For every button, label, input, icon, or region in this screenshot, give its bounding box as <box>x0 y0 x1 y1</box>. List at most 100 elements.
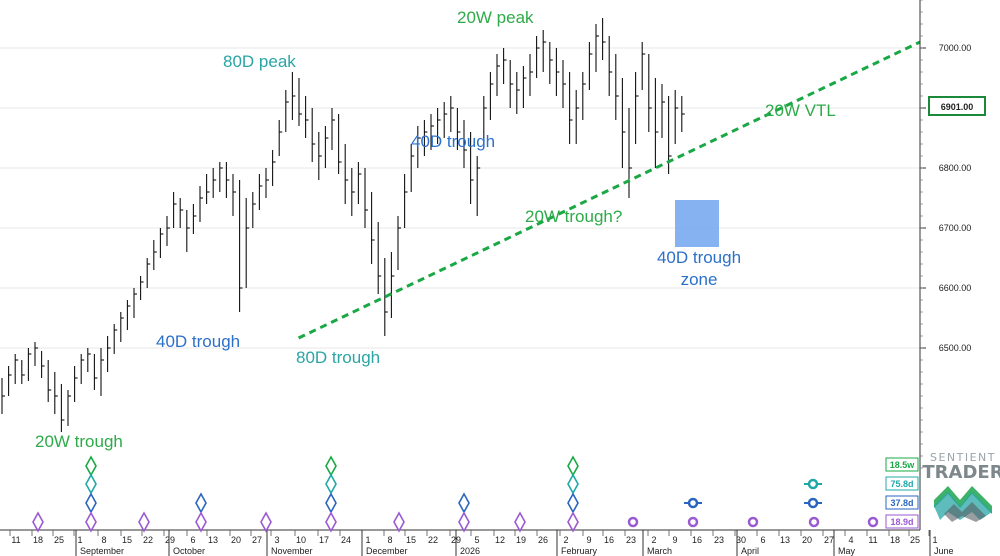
price-bar <box>602 18 606 60</box>
annotation-20w-trough-q: 20W trough? <box>525 207 622 226</box>
price-bar <box>437 108 441 144</box>
price-bar <box>536 36 540 78</box>
time-tick-label: 16 <box>604 535 614 545</box>
price-bar <box>404 174 408 228</box>
price-bar <box>225 162 230 198</box>
month-label: December <box>366 546 408 556</box>
month-label: October <box>173 546 205 556</box>
cycle-trough-diamond <box>325 492 337 514</box>
month-label: November <box>271 546 313 556</box>
time-tick-label: 3 <box>274 535 279 545</box>
price-bar <box>318 132 322 180</box>
legend-37-8d: 37.8d <box>890 498 913 508</box>
price-bar <box>470 132 474 204</box>
price-bar <box>384 258 388 336</box>
price-bar <box>265 168 269 198</box>
time-tick-label: 25 <box>54 535 64 545</box>
price-bar <box>74 366 78 402</box>
month-label: 2026 <box>460 546 480 556</box>
price-tick-label: 6500.00 <box>939 343 972 353</box>
price-bar <box>562 60 566 108</box>
annotation-40d-trough-oct: 40D trough <box>156 332 240 351</box>
cycle-trough-diamond <box>567 473 579 495</box>
cycle-trough-diamond <box>85 511 97 533</box>
price-bar <box>582 72 586 120</box>
time-tick-label: 9 <box>672 535 677 545</box>
price-bar <box>305 96 309 138</box>
price-bar <box>272 150 276 186</box>
price-bar <box>417 126 421 168</box>
vtl-line <box>297 40 921 340</box>
price-bar <box>674 90 679 144</box>
price-bar <box>8 366 12 396</box>
annotation-40d-trough-dec: 40D trough <box>411 132 495 151</box>
time-tick-label: 30 <box>736 535 746 545</box>
cycle-trough-diamond <box>138 511 150 533</box>
current-price-box <box>928 96 986 116</box>
price-bar <box>107 336 111 372</box>
cycle-trough-diamond <box>85 492 97 514</box>
cycle-trough-diamond <box>458 511 470 533</box>
price-bar <box>153 240 157 270</box>
time-tick-label: 17 <box>319 535 329 545</box>
price-bar <box>569 72 573 144</box>
time-tick-label: 27 <box>824 535 834 545</box>
time-tick-label: 22 <box>143 535 153 545</box>
cycle-trough-diamond <box>260 511 272 533</box>
time-tick-label: 10 <box>296 535 306 545</box>
cycle-trough-diamond <box>393 511 405 533</box>
price-bar <box>542 30 547 72</box>
price-bars <box>1 18 685 432</box>
time-tick-label: 6 <box>190 535 195 545</box>
price-bar <box>298 78 302 126</box>
price-bar <box>344 144 349 204</box>
time-tick-label: 9 <box>586 535 591 545</box>
sentient-trader-logo: SENTIENT TRADER <box>922 451 1000 522</box>
price-bar <box>67 390 71 426</box>
price-bar <box>291 72 296 120</box>
price-bar <box>87 348 91 372</box>
price-bar <box>179 198 184 228</box>
price-tick-label: 7000.00 <box>939 43 972 53</box>
projected-cycle-circle <box>807 478 819 490</box>
legend-75-8d: 75.8d <box>890 479 913 489</box>
price-bar <box>503 48 507 84</box>
price-bar <box>14 354 19 384</box>
cycle-trough-diamond <box>567 511 579 533</box>
time-tick-label: 13 <box>208 535 218 545</box>
price-bar <box>423 120 428 156</box>
time-tick-label: 12 <box>495 535 505 545</box>
cycle-legend: 18.5w 75.8d 37.8d 18.9d <box>885 457 919 529</box>
projected-cycle-circle <box>687 497 699 509</box>
price-bar <box>311 108 316 162</box>
price-bar <box>54 372 58 414</box>
time-tick-label: 2 <box>563 535 568 545</box>
price-tick-label: 6700.00 <box>939 223 972 233</box>
cycle-trough-diamond <box>195 492 207 514</box>
time-tick-label: 1 <box>932 535 937 545</box>
cycle-trough-diamond <box>514 511 526 533</box>
price-bar <box>364 168 368 228</box>
time-tick-label: 23 <box>626 535 636 545</box>
price-bar <box>113 324 118 354</box>
projected-cycle-circle <box>808 516 820 528</box>
time-tick-label: 18 <box>890 535 900 545</box>
price-bar <box>476 156 481 216</box>
time-tick-label: 16 <box>692 535 702 545</box>
price-bar <box>516 72 520 114</box>
price-bar <box>338 114 342 174</box>
price-bar <box>21 360 25 384</box>
price-bar <box>239 180 243 312</box>
price-bar <box>192 204 197 234</box>
price-bar <box>522 66 527 108</box>
annotation-20w-vtl: 20W VTL <box>765 101 836 120</box>
price-bar <box>47 360 52 402</box>
annotation-80d-trough: 80D trough <box>296 348 380 367</box>
price-axis-ticks: 7000.006900.006800.006700.006600.006500.… <box>920 0 972 469</box>
time-tick-label: 29 <box>165 535 175 545</box>
price-bar <box>377 222 382 294</box>
annotation-80d-peak: 80D peak <box>223 52 296 71</box>
projected-cycle-circle <box>807 497 819 509</box>
logo-line1: SENTIENT <box>930 451 996 464</box>
